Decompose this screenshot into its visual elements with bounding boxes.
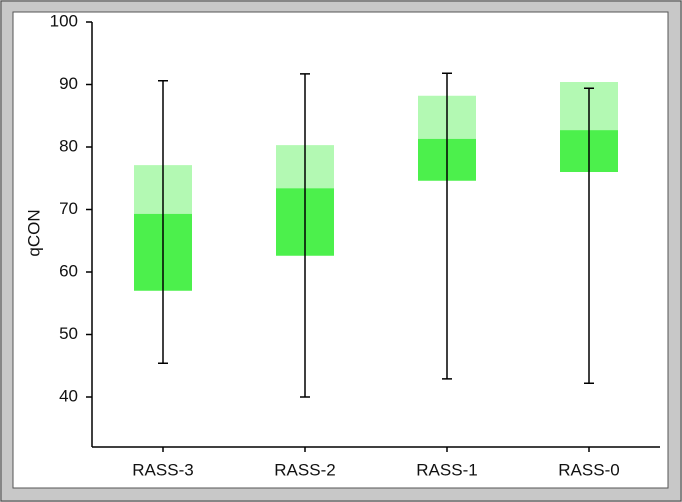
x-tick-label: RASS-3 [132, 460, 193, 479]
x-tick-label: RASS-0 [558, 460, 619, 479]
y-tick-label: 100 [50, 11, 78, 30]
plot-panel [12, 11, 669, 489]
y-axis-label: qCON [24, 209, 43, 256]
y-tick-label: 90 [59, 74, 78, 93]
x-tick-label: RASS-2 [274, 460, 335, 479]
y-tick-label: 60 [59, 261, 78, 280]
y-tick-label: 40 [59, 386, 78, 405]
y-tick-label: 80 [59, 136, 78, 155]
y-tick-label: 50 [59, 324, 78, 343]
x-tick-label: RASS-1 [416, 460, 477, 479]
y-tick-label: 70 [59, 199, 78, 218]
